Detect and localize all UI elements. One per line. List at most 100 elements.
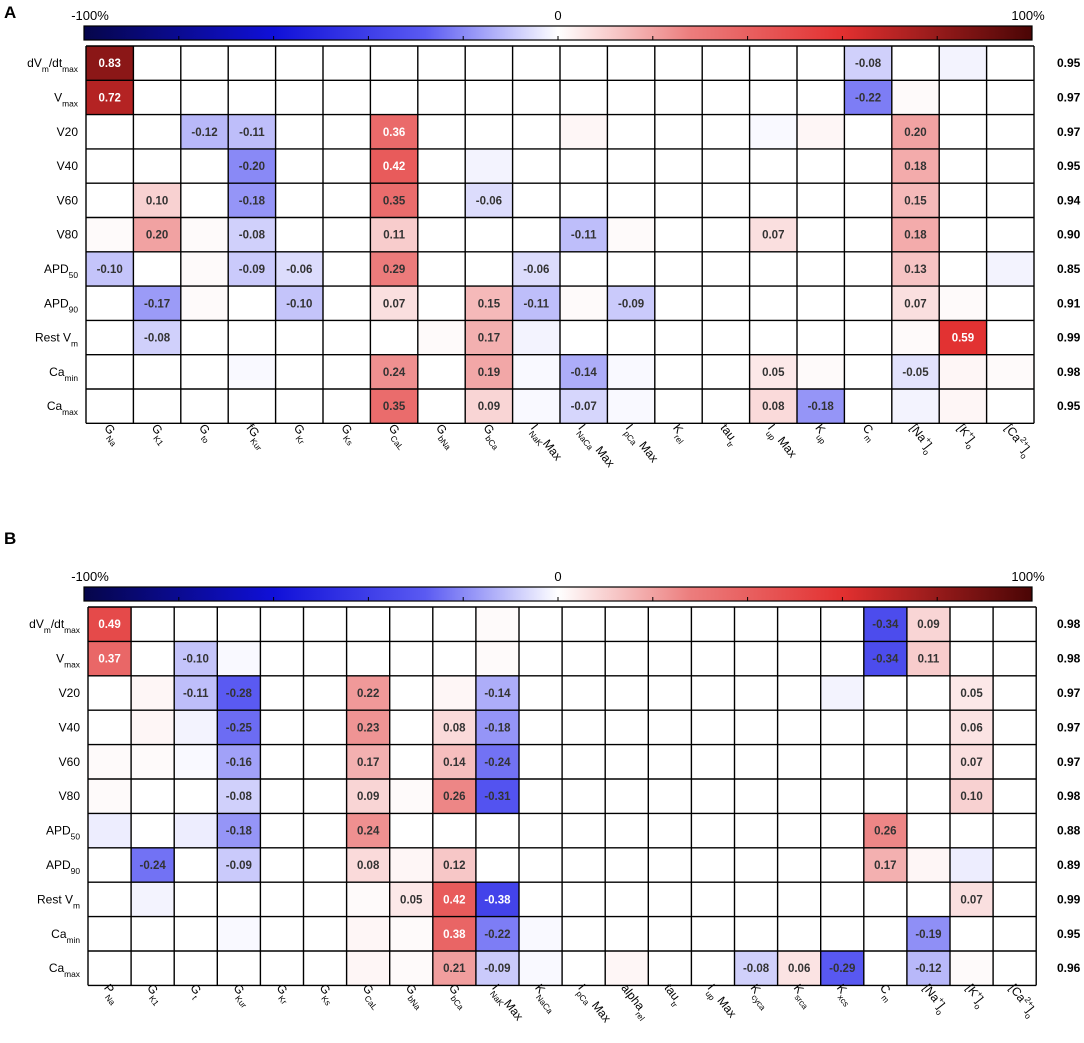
heatmap-cell — [323, 183, 371, 218]
heatmap-cell — [475, 641, 519, 676]
heatmap-cell — [562, 813, 606, 848]
heatmap-cell — [654, 80, 703, 115]
row-label: Camax — [47, 399, 79, 417]
heatmap-cell — [950, 813, 994, 848]
row-label: APD90 — [46, 858, 80, 876]
row-label: dVm/dtmax — [27, 56, 79, 74]
heatmap-cell — [180, 286, 229, 321]
heatmap-cell — [88, 813, 132, 848]
heatmap-cell — [389, 813, 433, 848]
r2-value: 0.85 — [1057, 262, 1081, 276]
heatmap-cell — [88, 951, 132, 986]
heatmap-cell — [389, 847, 433, 883]
heatmap-cell — [174, 607, 218, 642]
heatmap-cell — [844, 354, 892, 389]
heatmap-cell — [417, 114, 466, 149]
heatmap-cell — [417, 148, 466, 184]
heatmap-cell — [465, 148, 513, 184]
heatmap-cell — [88, 744, 132, 779]
cell-value-label: 0.07 — [904, 298, 926, 310]
cell-value-label: 0.08 — [762, 401, 785, 413]
heatmap-cell — [605, 675, 649, 711]
heatmap-cell — [228, 320, 276, 355]
heatmap-cell — [702, 80, 750, 115]
heatmap-cell — [734, 916, 778, 951]
heatmap-cell — [950, 779, 994, 814]
heatmap-cell — [863, 744, 907, 779]
cell-value-label: 0.36 — [383, 127, 405, 139]
cell-value-label: 0.07 — [960, 894, 982, 906]
heatmap-cell — [519, 779, 563, 814]
heatmap-cell — [465, 320, 513, 355]
heatmap-cell — [217, 744, 261, 779]
cell-value-label: 0.17 — [874, 860, 896, 872]
heatmap-cell — [749, 286, 797, 321]
column-label: GK1 — [146, 421, 172, 448]
heatmap-cell — [560, 148, 608, 184]
heatmap-cell — [605, 882, 649, 917]
heatmap-cell — [950, 607, 994, 642]
cell-value-label: 0.49 — [98, 619, 120, 631]
heatmap-cell — [346, 675, 390, 711]
heatmap-cell — [174, 813, 218, 848]
heatmap-cell — [797, 286, 845, 321]
cell-value-label: 0.35 — [383, 401, 406, 413]
heatmap-cell — [465, 389, 513, 424]
heatmap-cell — [389, 882, 433, 917]
column-label: [Ca2+]o — [1003, 980, 1041, 1021]
cell-value-label: 0.37 — [98, 654, 120, 666]
heatmap-cell — [993, 813, 1037, 848]
heatmap-cell — [133, 114, 181, 149]
cell-value-label: 0.59 — [952, 333, 974, 345]
heatmap-cell — [993, 675, 1037, 711]
heatmap-cell — [475, 916, 519, 951]
heatmap-cell — [863, 675, 907, 711]
heatmap-cell — [86, 320, 134, 355]
heatmap-cell — [863, 882, 907, 917]
r2-value: 0.95 — [1057, 927, 1081, 941]
heatmap-cell — [891, 148, 940, 184]
heatmap-cell — [86, 354, 134, 389]
cell-value-label: -0.11 — [239, 127, 265, 139]
row-label: Vmax — [56, 652, 81, 670]
heatmap-cell — [370, 148, 418, 184]
heatmap-cell — [323, 80, 371, 115]
heatmap-cell — [749, 354, 797, 389]
heatmap-cell — [346, 744, 390, 779]
heatmap-cell — [512, 354, 560, 389]
heatmap-cell — [797, 251, 845, 287]
heatmap-cell — [370, 80, 418, 115]
heatmap-cell — [939, 251, 987, 287]
colorbar-label-min: -100% — [71, 569, 109, 584]
heatmap-cell — [88, 779, 132, 814]
heatmap-cell — [993, 847, 1037, 883]
heatmap-cell — [734, 882, 778, 917]
heatmap-cell — [174, 882, 218, 917]
cell-value-label: 0.24 — [357, 826, 380, 838]
heatmap-cell — [417, 251, 466, 287]
r2-value: 0.98 — [1057, 789, 1081, 803]
cell-value-label: -0.08 — [239, 230, 266, 242]
heatmap-cell — [180, 183, 229, 218]
heatmap-cell — [432, 607, 476, 642]
heatmap-cell — [133, 80, 181, 115]
heatmap-cell — [228, 354, 276, 389]
heatmap-cell — [133, 354, 181, 389]
r2-value: 0.97 — [1057, 686, 1081, 700]
heatmap-cell — [844, 46, 892, 81]
heatmap-cell — [389, 916, 433, 951]
row-label: V40 — [59, 720, 81, 734]
heatmap-cell — [560, 251, 608, 287]
cell-value-label: 0.07 — [383, 298, 405, 310]
heatmap-cell — [891, 80, 940, 115]
heatmap-cell — [389, 951, 433, 986]
heatmap-cell — [346, 951, 390, 986]
heatmap-cell — [844, 183, 892, 218]
heatmap-cell — [131, 882, 175, 917]
column-label: Iup Max — [701, 981, 739, 1023]
heatmap-cell — [939, 217, 987, 252]
heatmap-cell — [702, 148, 750, 184]
cell-value-label: -0.08 — [855, 58, 882, 70]
heatmap-cell — [986, 46, 1034, 81]
heatmap-cell — [654, 286, 703, 321]
